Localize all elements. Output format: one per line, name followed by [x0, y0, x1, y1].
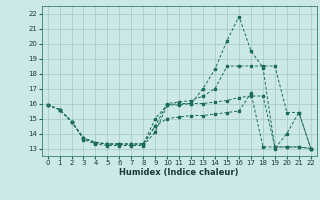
X-axis label: Humidex (Indice chaleur): Humidex (Indice chaleur): [119, 168, 239, 177]
